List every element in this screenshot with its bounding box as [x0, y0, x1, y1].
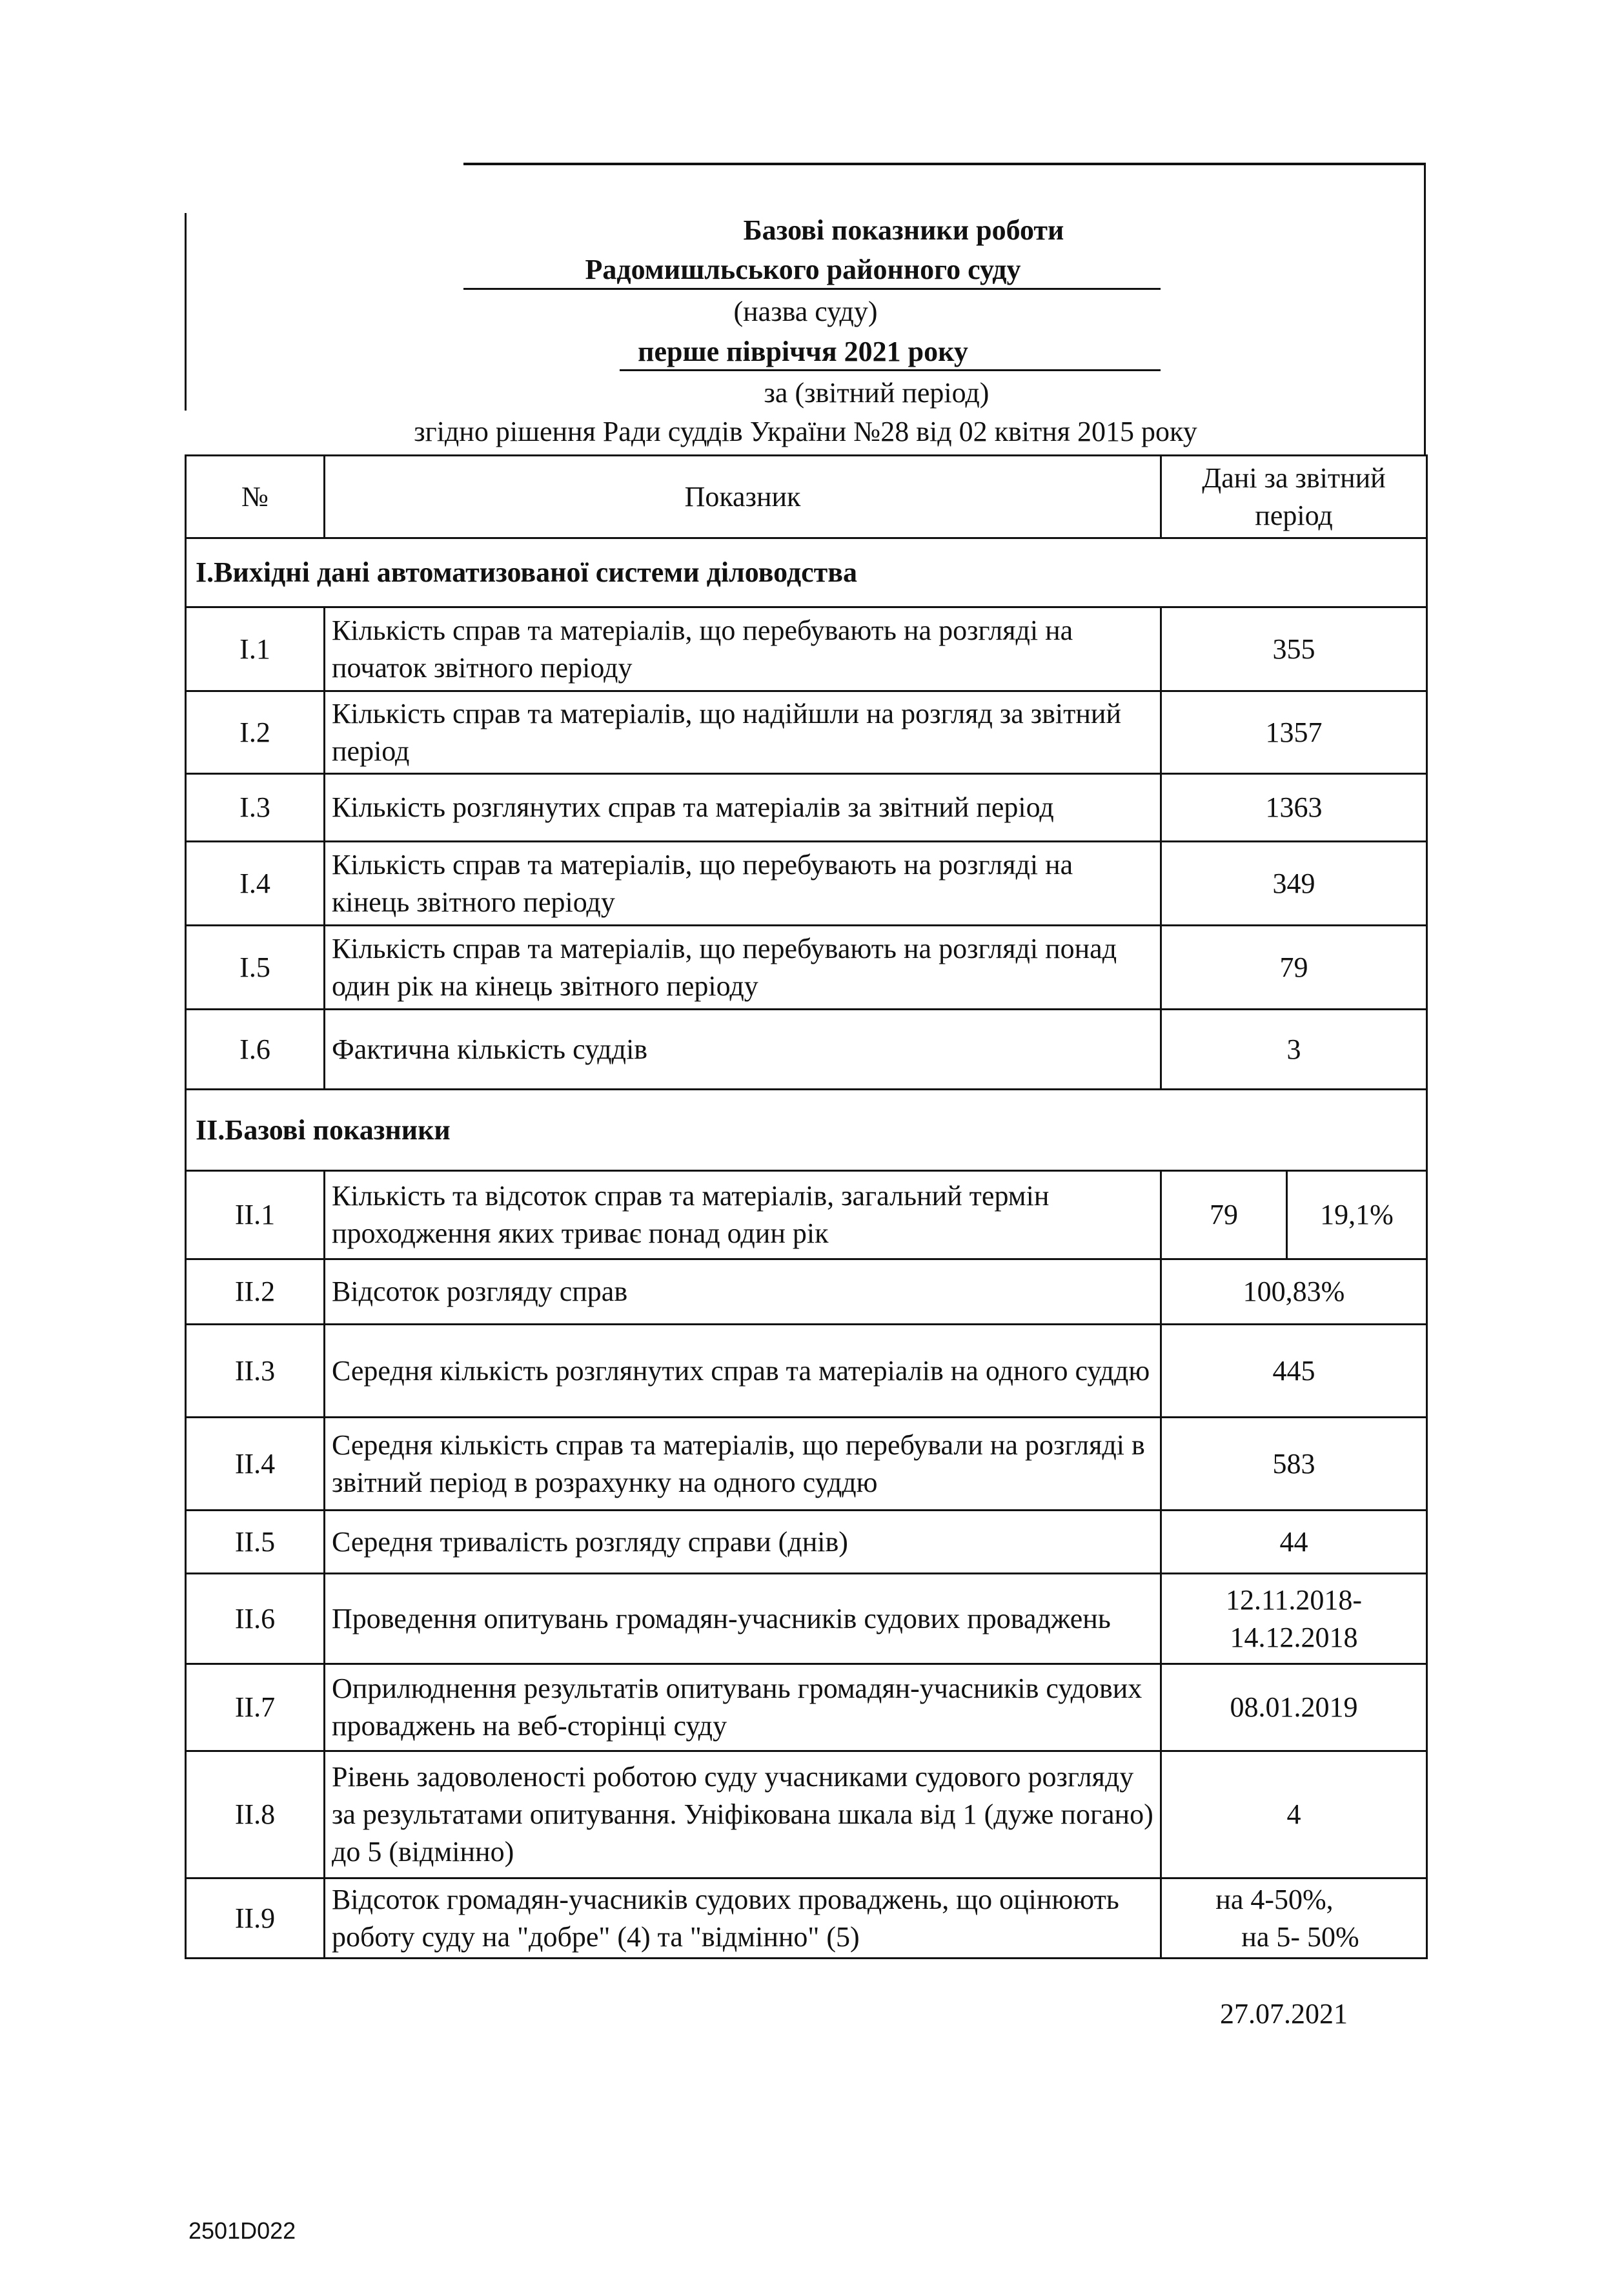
row-indicator: Кількість та відсоток справ та матеріалі…: [323, 1170, 1162, 1260]
value-line: на 4-50%,: [1215, 1883, 1334, 1915]
row-indicator: Кількість розглянутих справ та матеріалі…: [323, 773, 1162, 842]
row-number: II.8: [185, 1750, 325, 1879]
row-number: II.2: [185, 1258, 325, 1325]
court-name: Радомишльського районного суду: [585, 254, 1021, 285]
column-header-value: Дані за звітний період: [1160, 454, 1428, 539]
value-line: на 5- 50%: [1241, 1920, 1359, 1953]
section-row: I.Вихідні дані автоматизованої системи д…: [185, 537, 1428, 608]
row-indicator: Кількість справ та матеріалів, що надійш…: [323, 690, 1162, 775]
document-title: Базові показники роботи: [743, 214, 1064, 246]
row-value: 4: [1160, 1750, 1428, 1879]
table-row: I.3 Кількість розглянутих справ та матері…: [185, 773, 1428, 842]
legal-basis: згідно рішення Ради суддів України №28 в…: [414, 416, 1197, 447]
row-number: II.9: [185, 1877, 325, 1959]
court-name-caption: (назва суду): [733, 296, 878, 327]
column-header-number: №: [185, 454, 325, 539]
row-value: 1357: [1160, 690, 1428, 775]
table-row: II.5 Середня тривалість розгляду справи (…: [185, 1509, 1428, 1574]
row-number: I.6: [185, 1008, 325, 1090]
row-value: 12.11.2018-14.12.2018: [1160, 1573, 1428, 1665]
row-value: 349: [1160, 840, 1428, 926]
row-number: I.2: [185, 690, 325, 775]
table-row: II.4 Середня кількість справ та матеріалі…: [185, 1416, 1428, 1511]
row-indicator: Кількість справ та матеріалів, що перебу…: [323, 924, 1162, 1010]
row-number: II.1: [185, 1170, 325, 1260]
row-value: 1363: [1160, 773, 1428, 842]
report-period-caption: за (звітний період): [764, 377, 990, 409]
row-value: 44: [1160, 1509, 1428, 1574]
row-value: 79: [1160, 924, 1428, 1010]
row-number: I.3: [185, 773, 325, 842]
row-value: 3: [1160, 1008, 1428, 1090]
section-title: I.Вихідні дані автоматизованої системи д…: [185, 537, 1428, 608]
row-number: II.4: [185, 1416, 325, 1511]
section-row: II.Базові показники: [185, 1088, 1428, 1172]
row-indicator: Відсоток розгляду справ: [323, 1258, 1162, 1325]
table-row: I.2 Кількість справ та матеріалів, що над…: [185, 690, 1428, 775]
row-indicator: Фактична кількість суддів: [323, 1008, 1162, 1090]
row-number: I.5: [185, 924, 325, 1010]
row-value-count: 79: [1160, 1170, 1288, 1260]
row-number: II.3: [185, 1323, 325, 1418]
row-value: 583: [1160, 1416, 1428, 1511]
indicators-table: № Показник Дані за звітний період I.Вихі…: [185, 454, 1428, 1959]
row-value: 100,83%: [1160, 1258, 1428, 1325]
row-indicator: Кількість справ та матеріалів, що перебу…: [323, 840, 1162, 926]
row-number: I.1: [185, 606, 325, 692]
report-date: 27.07.2021: [1220, 1998, 1348, 2030]
row-number: II.7: [185, 1663, 325, 1752]
table-row: II.1 Кількість та відсоток справ та матер…: [185, 1170, 1428, 1260]
table-row: I.4 Кількість справ та матеріалів, що пер…: [185, 840, 1428, 926]
row-indicator: Проведення опитувань громадян-учасників …: [323, 1573, 1162, 1665]
table-row: II.9 Відсоток громадян-учасників судових …: [185, 1877, 1428, 1959]
row-indicator: Рівень задоволеності роботою суду учасни…: [323, 1750, 1162, 1879]
row-value-percent: 19,1%: [1286, 1170, 1428, 1260]
section-title: II.Базові показники: [185, 1088, 1428, 1172]
table-row: II.7 Оприлюднення результатів опитувань г…: [185, 1663, 1428, 1752]
row-value: 355: [1160, 606, 1428, 692]
row-number: I.4: [185, 840, 325, 926]
row-number: II.5: [185, 1509, 325, 1574]
table-row: II.8 Рівень задоволеності роботою суду уч…: [185, 1750, 1428, 1879]
document-code: 2501D022: [188, 2217, 296, 2244]
row-value: 08.01.2019: [1160, 1663, 1428, 1752]
row-indicator: Середня тривалість розгляду справи (днів…: [323, 1509, 1162, 1574]
table-row: II.6 Проведення опитувань громадян-учасни…: [185, 1573, 1428, 1665]
header-top-rule: [463, 163, 1426, 165]
report-period: перше півріччя 2021 року: [638, 336, 968, 367]
row-indicator: Кількість справ та матеріалів, що перебу…: [323, 606, 1162, 692]
table-row: I.5 Кількість справ та матеріалів, що пер…: [185, 924, 1428, 1010]
column-header-indicator: Показник: [323, 454, 1162, 539]
table-row: II.3 Середня кількість розглянутих справ …: [185, 1323, 1428, 1418]
table-header-row: № Показник Дані за звітний період: [185, 454, 1428, 539]
row-value: 445: [1160, 1323, 1428, 1418]
row-value: на 4-50%, на 5- 50%: [1160, 1877, 1428, 1959]
header-right-rule: [1424, 163, 1426, 456]
row-indicator: Середня кількість розглянутих справ та м…: [323, 1323, 1162, 1418]
row-number: II.6: [185, 1573, 325, 1665]
court-name-underline: [463, 288, 1161, 290]
table-row: I.1 Кількість справ та матеріалів, що пер…: [185, 606, 1428, 692]
table-row: I.6 Фактична кількість суддів 3: [185, 1008, 1428, 1090]
header-left-rule: [185, 213, 187, 411]
row-indicator: Відсоток громадян-учасників судових пров…: [323, 1877, 1162, 1959]
report-period-underline: [620, 369, 1161, 371]
table-row: II.2 Відсоток розгляду справ 100,83%: [185, 1258, 1428, 1325]
row-indicator: Оприлюднення результатів опитувань грома…: [323, 1663, 1162, 1752]
row-indicator: Середня кількість справ та матеріалів, щ…: [323, 1416, 1162, 1511]
